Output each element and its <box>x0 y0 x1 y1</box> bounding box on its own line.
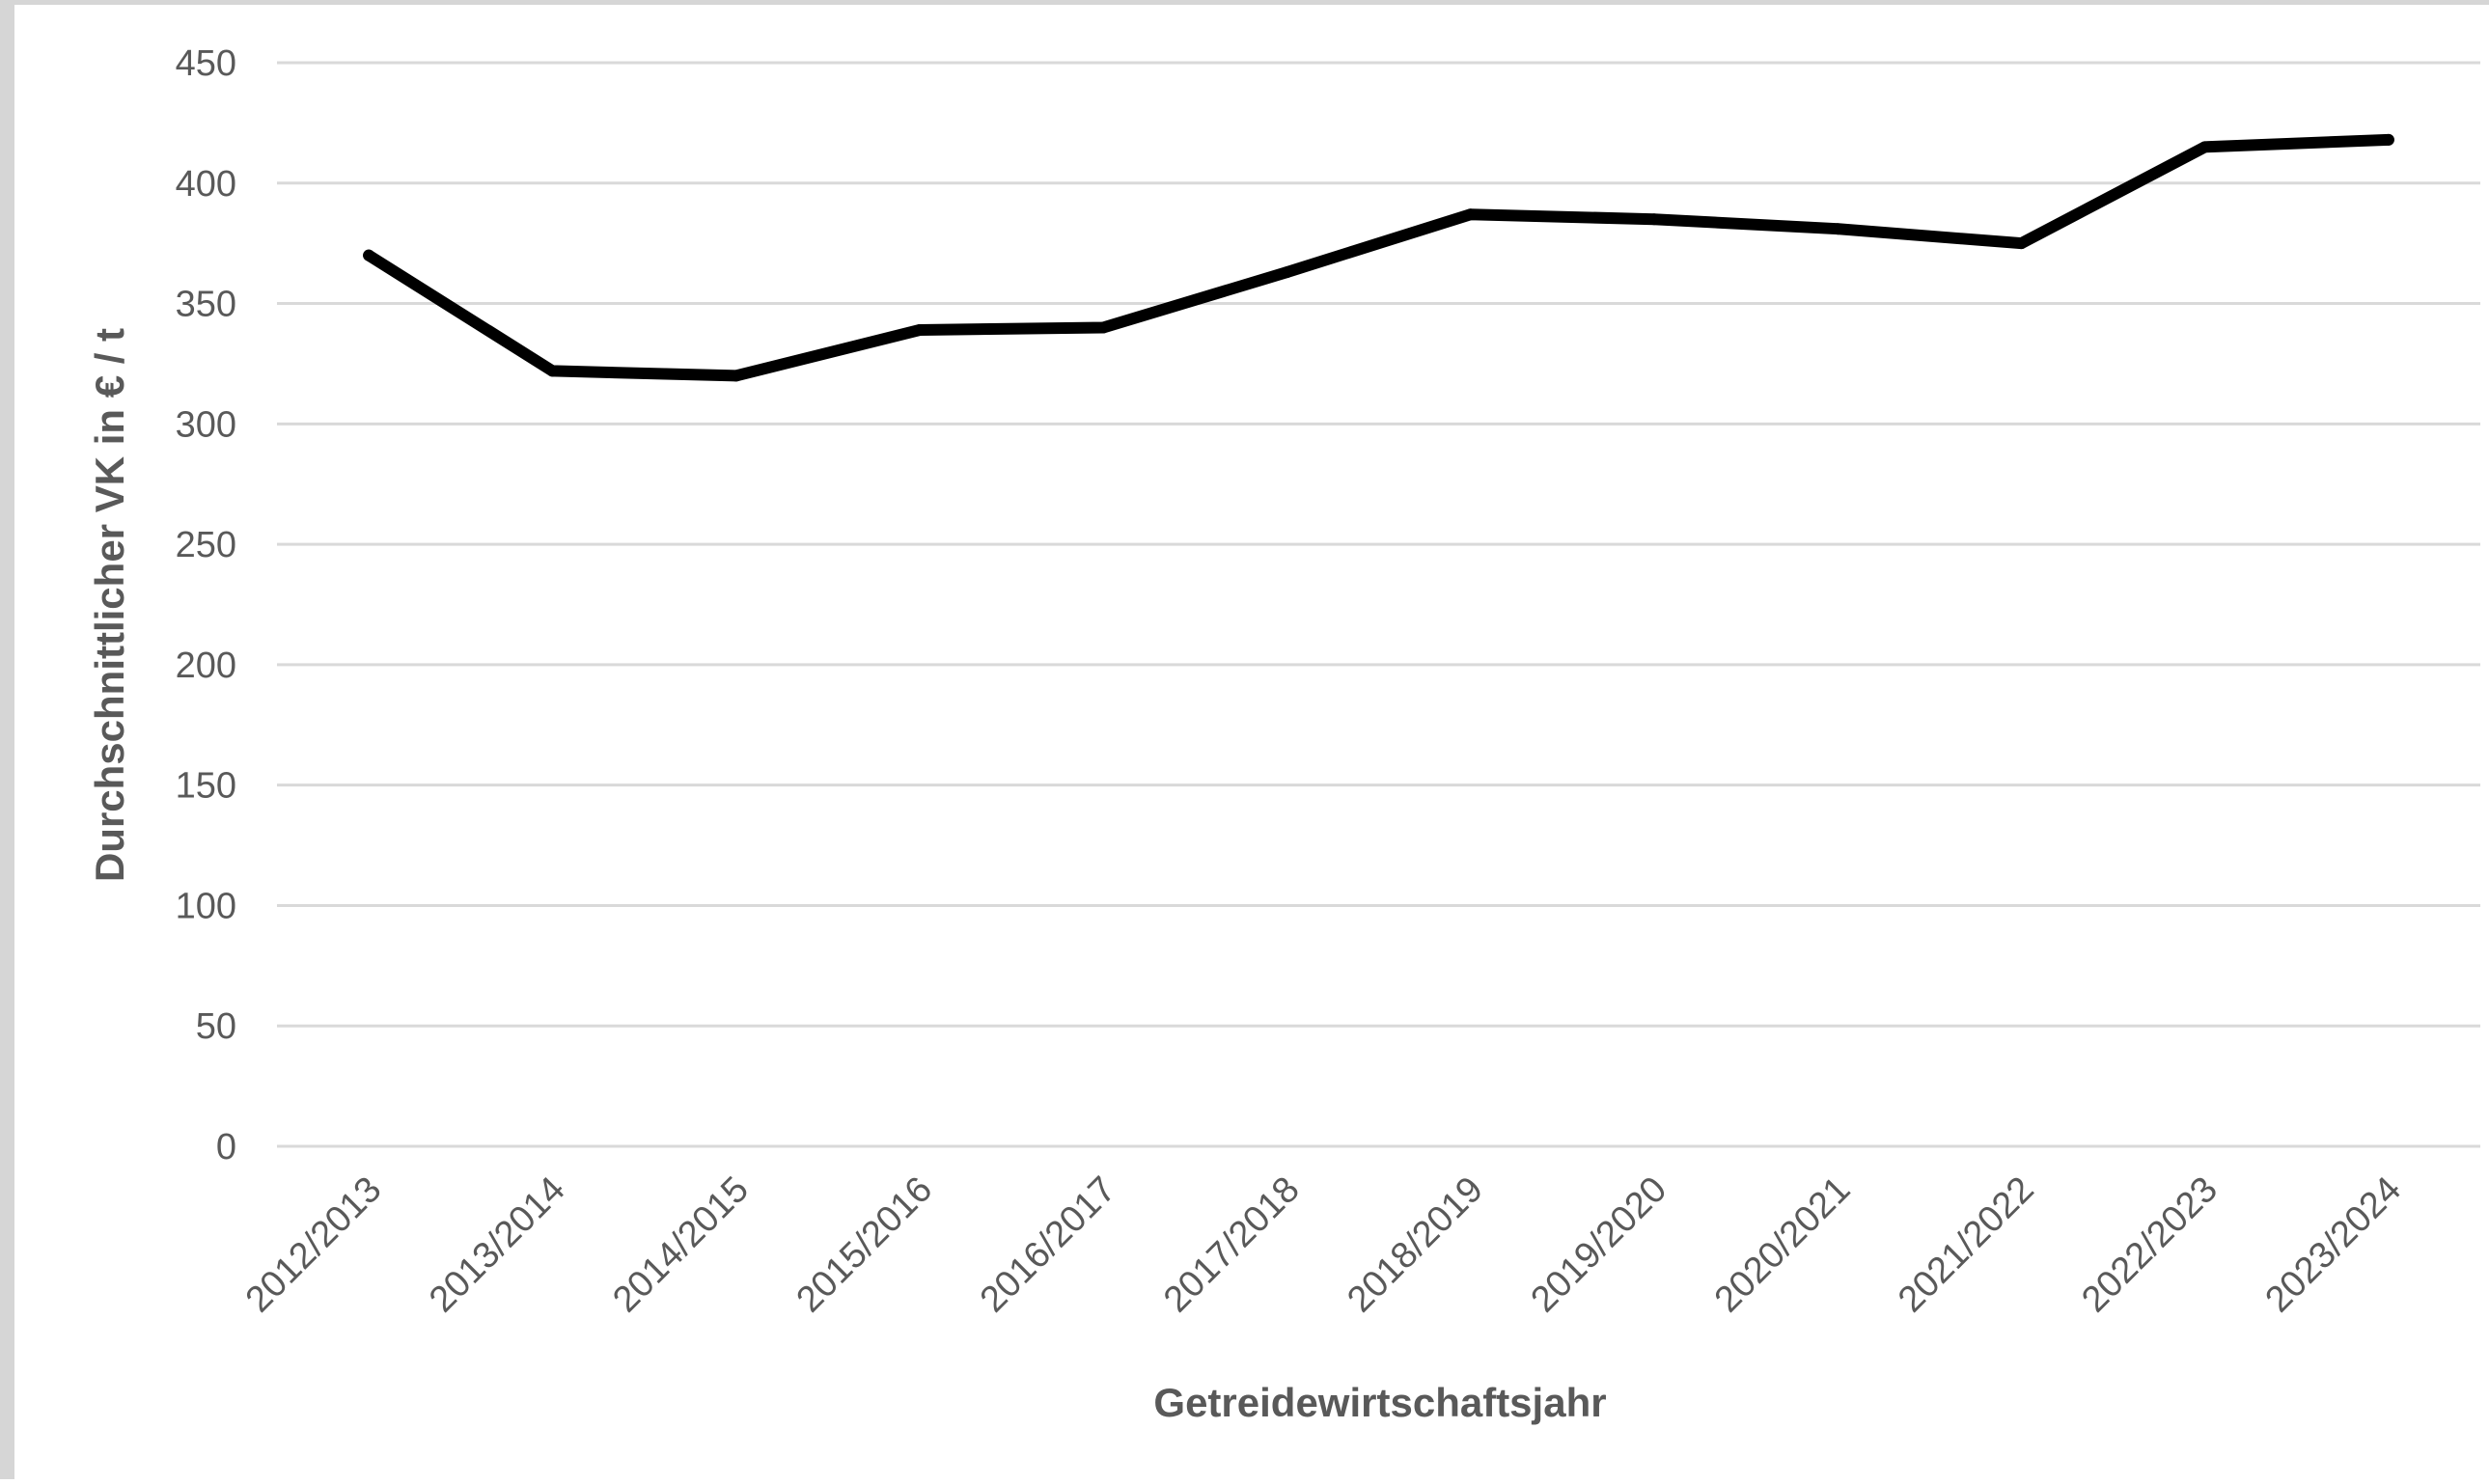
y-tick-label: 450 <box>176 43 236 84</box>
x-tick-label: 2014/2015 <box>605 1169 757 1321</box>
y-tick-label: 0 <box>216 1127 236 1168</box>
x-tick-label: 2023/2024 <box>2258 1169 2410 1321</box>
x-tick-label: 2013/2014 <box>422 1169 573 1321</box>
y-tick-label: 50 <box>196 1006 236 1047</box>
data-point <box>2199 141 2211 153</box>
y-tick-label: 350 <box>176 285 236 325</box>
data-point <box>1647 213 1660 226</box>
x-tick-label: 2022/2023 <box>2074 1169 2226 1321</box>
y-tick-label: 400 <box>176 164 236 205</box>
y-axis-ticks: 0 50 100 150 200 250 300 350 400 450 <box>176 43 236 1168</box>
x-tick-label: 2020/2021 <box>1707 1169 1859 1321</box>
series-lines <box>363 133 2394 382</box>
y-tick-label: 300 <box>176 404 236 445</box>
y-axis-title: Durchschnittlicher VK in € / t <box>87 328 132 882</box>
data-point <box>1832 223 1844 235</box>
data-point <box>730 370 742 382</box>
x-tick-label: 2021/2022 <box>1891 1169 2042 1321</box>
x-tick-label: 2012/2013 <box>238 1169 390 1321</box>
data-point <box>546 365 559 377</box>
data-point <box>363 249 375 261</box>
y-tick-label: 200 <box>176 646 236 686</box>
x-tick-label: 2016/2017 <box>973 1169 1124 1321</box>
x-tick-label: 2019/2020 <box>1524 1169 1675 1321</box>
data-point <box>2382 133 2394 146</box>
gridlines <box>277 61 2480 1148</box>
y-tick-label: 100 <box>176 886 236 926</box>
x-tick-label: 2017/2018 <box>1156 1169 1308 1321</box>
y-tick-label: 150 <box>176 766 236 807</box>
x-axis-title: Getreidewirtschaftsjahr <box>1153 1380 1606 1425</box>
series-line <box>363 133 2394 382</box>
data-point <box>913 324 926 337</box>
x-axis-ticks: 2012/2013 2013/2014 2014/2015 2015/2016 2016… <box>238 1169 2409 1321</box>
y-tick-label: 250 <box>176 525 236 565</box>
x-tick-label: 2018/2019 <box>1340 1169 1491 1321</box>
data-point <box>2015 237 2028 250</box>
data-point <box>1464 208 1477 221</box>
x-tick-label: 2015/2016 <box>789 1169 941 1321</box>
data-point <box>1281 266 1293 279</box>
data-point <box>1097 321 1110 334</box>
